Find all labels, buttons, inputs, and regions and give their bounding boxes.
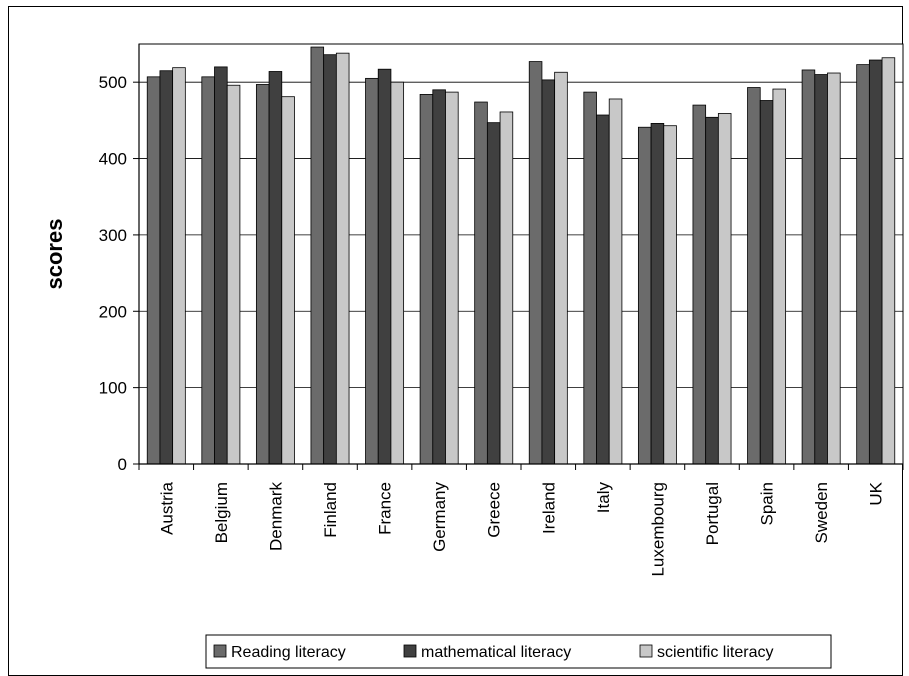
bar-denmark-1: [255, 84, 270, 465]
legend-box: [205, 634, 832, 669]
bar-uk-3: [881, 57, 896, 465]
bar-france-2: [377, 68, 392, 465]
bar-spain-2: [759, 100, 774, 465]
y-tick-label: 200: [99, 302, 127, 321]
y-tick-label: 300: [99, 226, 127, 245]
axes: [138, 44, 904, 470]
legend-swatch: [639, 644, 653, 658]
x-tick-label: Luxembourg: [648, 482, 667, 577]
bar-sweden-3: [827, 72, 841, 465]
legend-label: Reading literacy: [231, 644, 346, 661]
bar-belgium-3: [226, 84, 241, 465]
y-tick-label: 0: [118, 455, 127, 474]
bar-luxembourg-2: [650, 123, 665, 465]
bar-germany-3: [445, 91, 459, 465]
bar-portugal-3: [717, 113, 732, 465]
bar-sweden-2: [814, 74, 828, 465]
x-tick-label: UK: [867, 481, 886, 505]
x-tick-label: Italy: [594, 482, 613, 514]
x-tick-labels: Austria Belgium Denmark Finland France German…: [157, 481, 885, 576]
bar-italy-1: [583, 91, 597, 465]
bar-france-1: [365, 77, 379, 465]
bar-france-3: [390, 81, 405, 465]
legend-label: mathematical literacy: [421, 644, 571, 661]
bar-austria-1: [146, 76, 161, 465]
x-tick-label: Spain: [758, 482, 777, 525]
legend-swatch: [213, 644, 227, 658]
plot-background: [138, 43, 904, 465]
bar-belgium-1: [201, 76, 215, 465]
bar-italy-3: [608, 98, 623, 465]
bar-denmark-3: [281, 96, 295, 465]
bar-portugal-1: [692, 104, 707, 465]
x-tick-label: Greece: [485, 482, 504, 538]
x-tick-label: Ireland: [539, 482, 558, 534]
legend-label: scientific literacy: [657, 644, 773, 661]
x-tick-label: Portugal: [703, 482, 722, 545]
bar-germany-1: [419, 94, 434, 465]
bar-ireland-1: [528, 61, 543, 465]
bar-luxembourg-1: [637, 126, 652, 465]
x-tick-label: Austria: [157, 481, 176, 534]
x-tick-label: France: [376, 482, 395, 535]
y-tick-labels: 0 100 200 300 400 500: [99, 73, 139, 474]
y-tick-label: 400: [99, 150, 127, 169]
bar-uk-1: [856, 64, 870, 465]
bar-greece-1: [474, 101, 488, 465]
x-tick-label: Sweden: [812, 482, 831, 543]
legend: Reading literacy mathematical literacy sci…: [205, 634, 832, 669]
y-tick-label: 500: [99, 73, 127, 92]
bar-ireland-3: [554, 71, 568, 465]
bar-germany-2: [432, 89, 446, 465]
bar-finland-3: [335, 52, 350, 465]
bar-denmark-2: [268, 71, 283, 465]
x-tick-label: Germany: [430, 482, 449, 552]
bar-luxembourg-3: [663, 125, 677, 465]
x-tick-label: Belgium: [212, 482, 231, 543]
bar-belgium-2: [214, 66, 228, 465]
bar-spain-1: [747, 87, 761, 465]
bar-italy-2: [596, 114, 610, 465]
x-tick-label: Finland: [321, 482, 340, 538]
bar-austria-3: [172, 67, 186, 465]
y-tick-label: 100: [99, 379, 127, 398]
bar-austria-2: [159, 70, 174, 465]
y-axis-label: scores: [42, 219, 67, 290]
x-tick-label: Denmark: [266, 482, 285, 551]
plot-area: [138, 43, 904, 465]
bars: [146, 46, 896, 465]
bar-sweden-1: [801, 69, 816, 465]
bar-finland-2: [323, 54, 337, 465]
legend-swatch: [403, 644, 417, 658]
bar-spain-3: [772, 88, 787, 465]
bar-portugal-2: [705, 116, 719, 465]
bar-greece-3: [499, 111, 514, 465]
bar-finland-1: [310, 46, 325, 465]
bar-uk-2: [868, 59, 883, 465]
bar-greece-2: [486, 122, 501, 465]
bar-ireland-2: [541, 79, 556, 465]
